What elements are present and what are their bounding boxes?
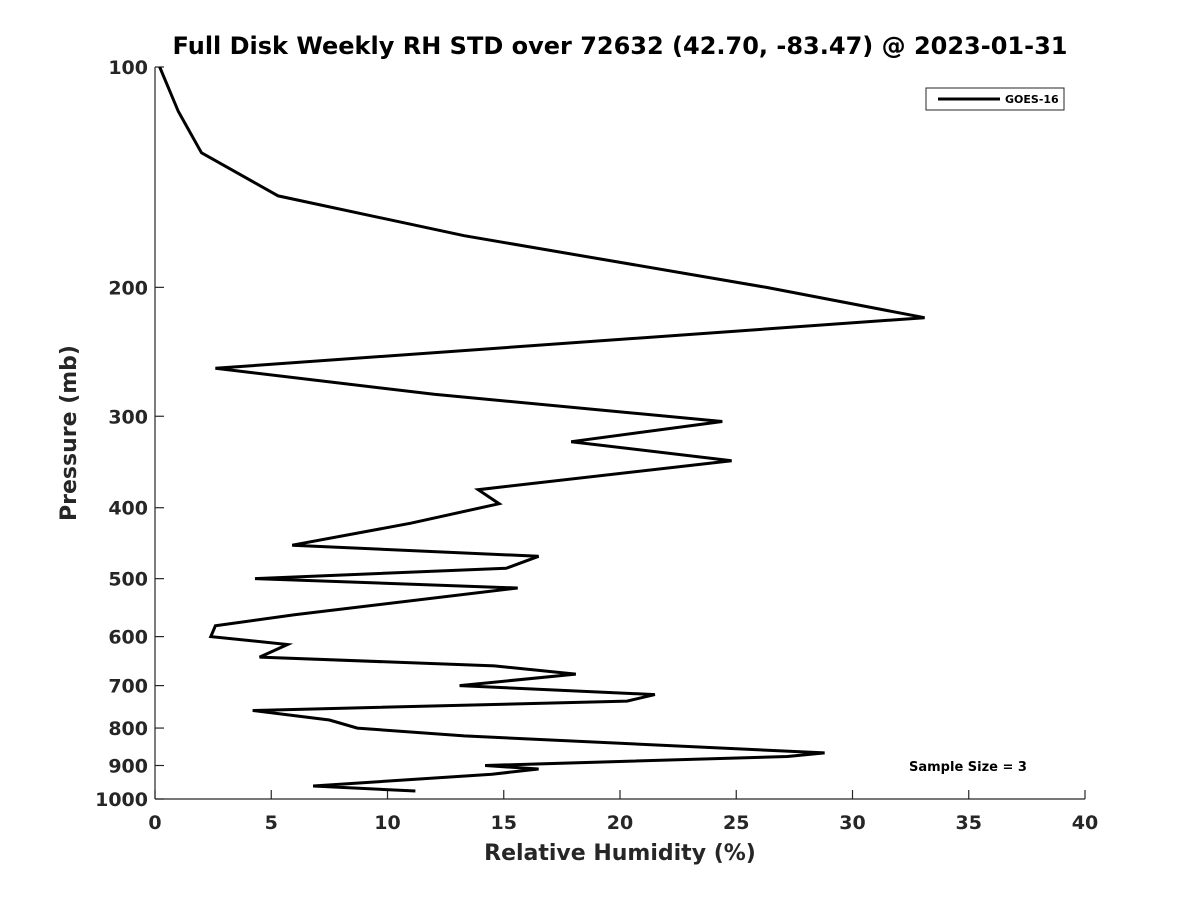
y-axis-label: Pressure (mb) bbox=[57, 345, 82, 521]
x-tick-label: 20 bbox=[607, 812, 633, 834]
y-tick-label: 1000 bbox=[95, 789, 148, 811]
legend: GOES-16 bbox=[925, 87, 1065, 111]
x-tick-label: 25 bbox=[723, 812, 749, 834]
series-layer bbox=[158, 66, 925, 793]
y-tick-label: 600 bbox=[108, 627, 148, 649]
y-tick-label: 200 bbox=[108, 277, 148, 299]
x-axis-label: Relative Humidity (%) bbox=[484, 841, 756, 866]
x-tick-label: 30 bbox=[839, 812, 865, 834]
x-tick-label: 10 bbox=[374, 812, 400, 834]
sample-size-annotation: Sample Size = 3 bbox=[909, 760, 1027, 775]
y-tick-label: 300 bbox=[108, 406, 148, 428]
x-tick-label: 5 bbox=[265, 812, 278, 834]
x-tick-label: 40 bbox=[1072, 812, 1098, 834]
x-tick-label: 35 bbox=[956, 812, 982, 834]
y-ticks: 100 200 300 400 500 600 700 800 900 1000 bbox=[95, 57, 164, 811]
y-tick-label: 500 bbox=[108, 569, 148, 591]
x-tick-label: 0 bbox=[148, 812, 161, 834]
x-ticks: 0 5 10 15 20 25 30 35 40 bbox=[148, 790, 1098, 834]
chart-title: Full Disk Weekly RH STD over 72632 (42.7… bbox=[173, 32, 1068, 60]
y-tick-label: 900 bbox=[108, 756, 148, 778]
x-tick-label: 15 bbox=[491, 812, 517, 834]
legend-label-goes-16: GOES-16 bbox=[1005, 93, 1059, 106]
y-tick-label: 800 bbox=[108, 718, 148, 740]
y-tick-label: 700 bbox=[108, 676, 148, 698]
series-line-goes-16 bbox=[158, 66, 925, 793]
y-tick-label: 100 bbox=[108, 57, 148, 79]
y-tick-label: 400 bbox=[108, 498, 148, 520]
